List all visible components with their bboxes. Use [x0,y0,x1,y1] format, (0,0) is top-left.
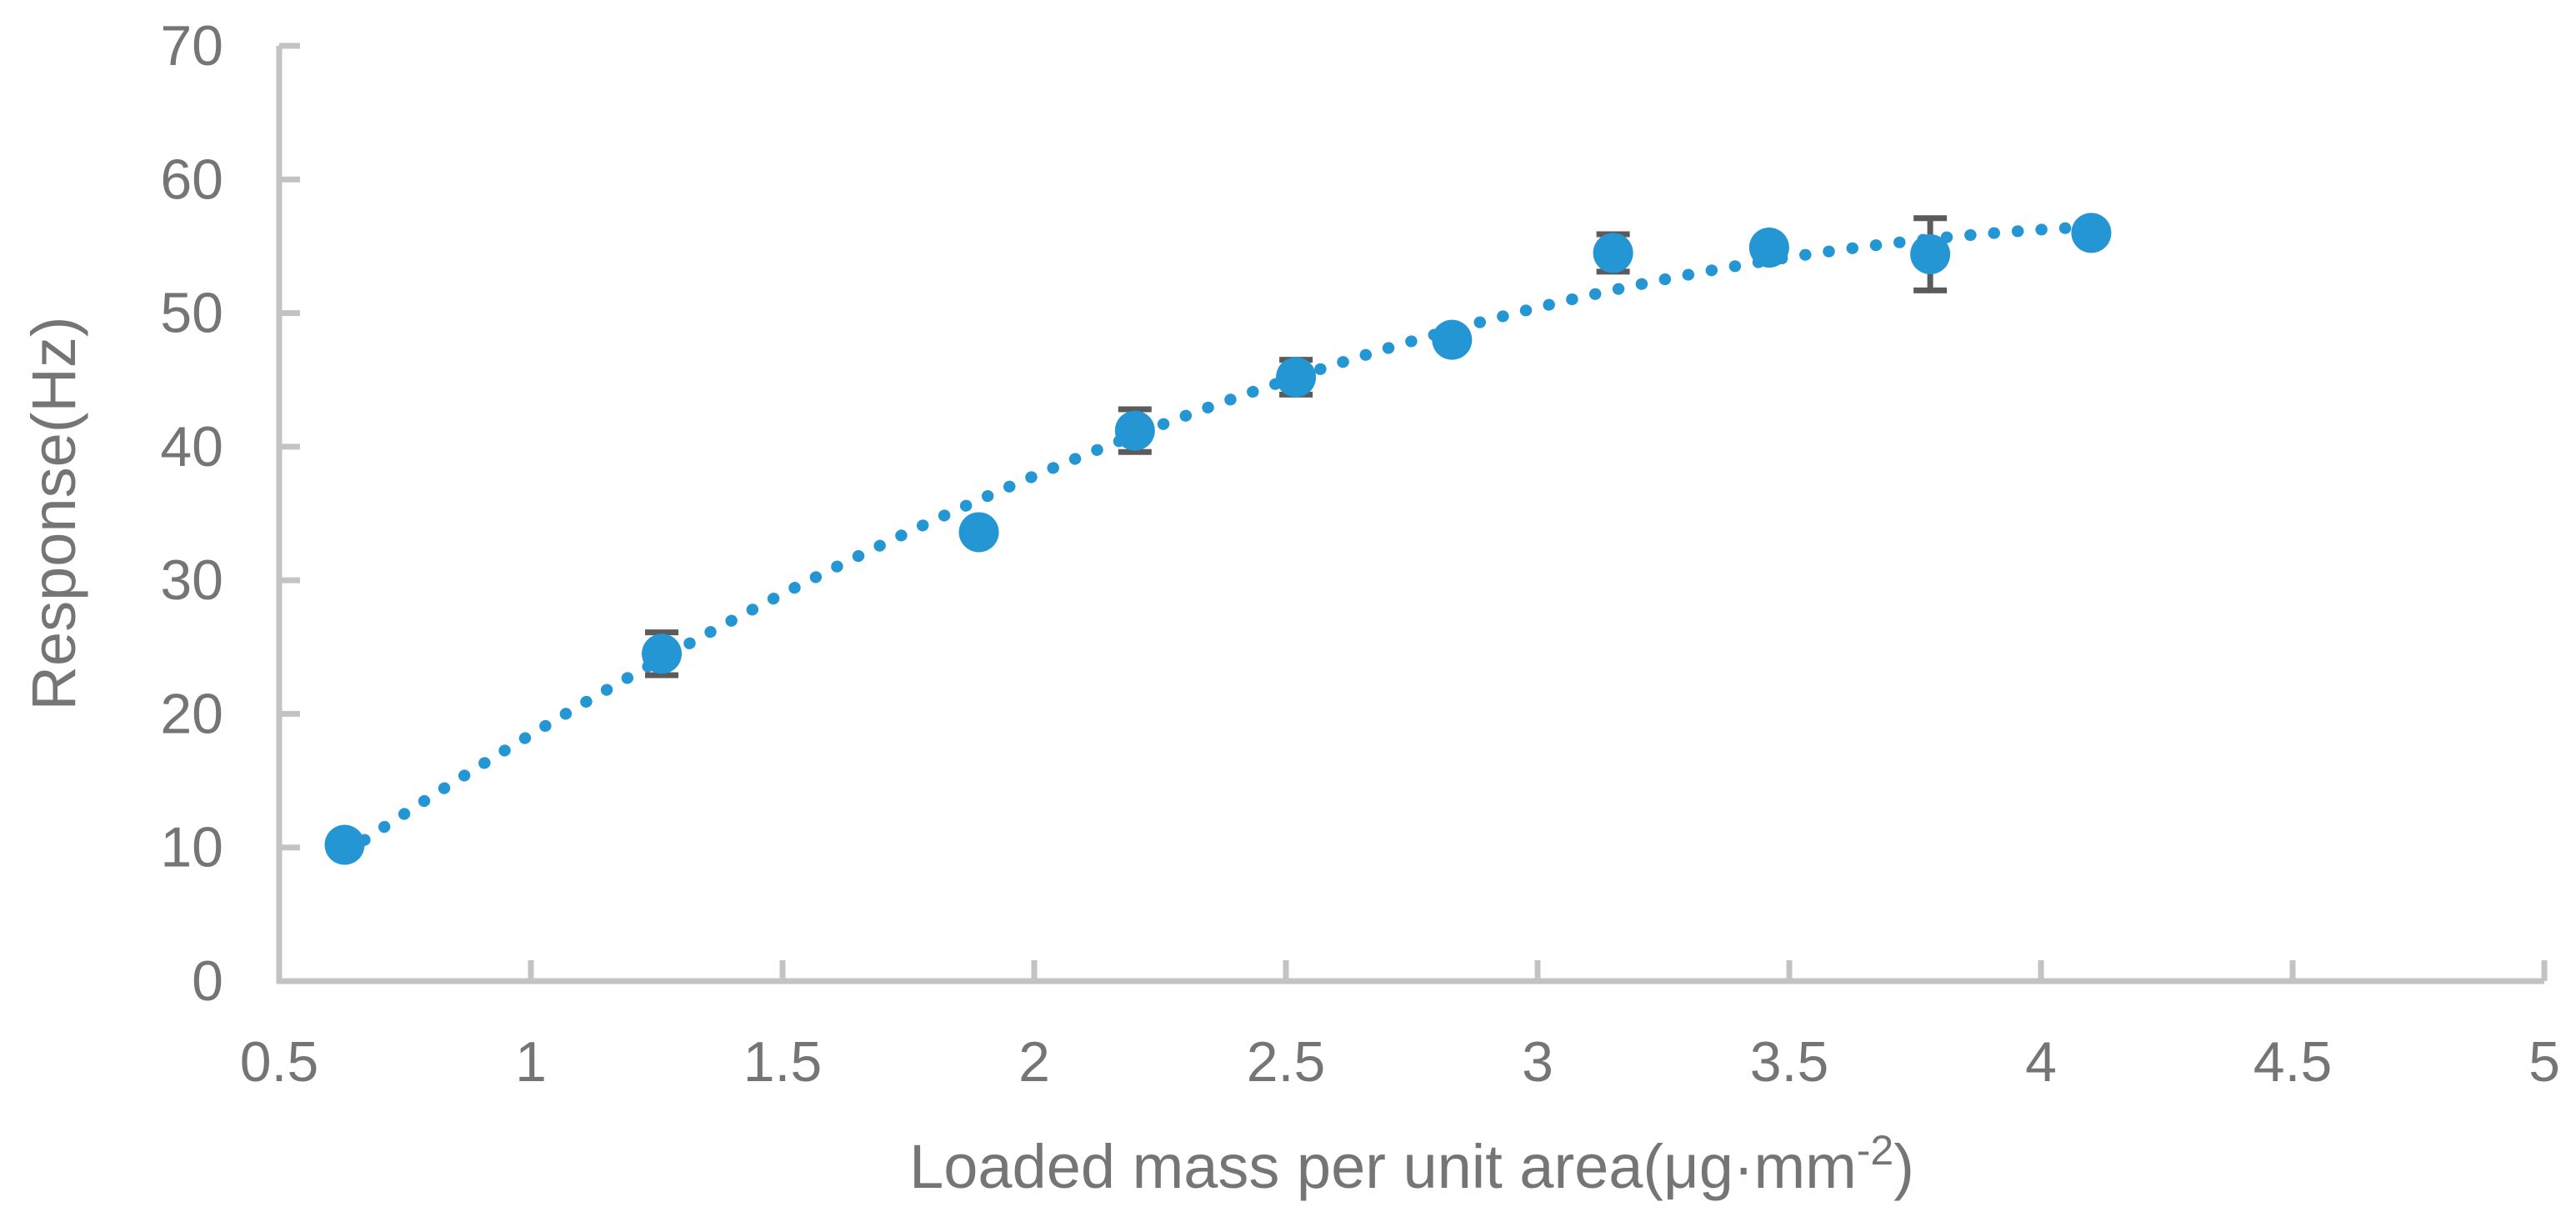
x-tick-label: 4.5 [2253,1030,2333,1094]
error-bars [645,215,1948,679]
x-tick-label: 4 [2025,1030,2057,1094]
data-point-9 [1910,234,1951,275]
data-point-8 [1748,228,1789,268]
plot-area: 0 10 20 30 40 50 60 70 0.5 1 1.5 2 2.5 3 3.5 4 4.5 5 [160,14,2560,1094]
x-tick-label: 1 [515,1030,547,1094]
axis-lines [276,46,2544,984]
x-tick-label: 1.5 [743,1030,823,1094]
data-point-10 [2071,213,2112,253]
y-tick-label: 20 [160,682,223,745]
x-axis-title: Loaded mass per unit area(μg·mm-2) [909,1127,1914,1201]
x-tick-label: 3.5 [1750,1030,1829,1094]
data-point-5 [1276,357,1317,398]
data-point-4 [1114,410,1155,451]
x-axis-title-superscript: -2 [1857,1127,1893,1174]
data-point-6 [1432,319,1473,360]
x-axis-title-close-paren: ) [1893,1132,1914,1201]
data-point-1 [324,824,365,865]
data-point-7 [1593,233,1633,273]
trendline-path [338,221,2098,859]
trendline [338,221,2098,859]
y-tick-label: 0 [192,949,223,1013]
data-points [324,213,2112,865]
x-tick-label: 5 [2528,1030,2560,1094]
y-tick-label: 10 [160,816,223,879]
y-tick-label: 30 [160,548,223,612]
x-tick-label: 2.5 [1247,1030,1326,1094]
x-tick-label: 0.5 [240,1030,319,1094]
y-tick-label: 50 [160,282,223,345]
data-point-3 [958,512,999,553]
axes: 0 10 20 30 40 50 60 70 0.5 1 1.5 2 2.5 3 3.5 4 4.5 5 [160,14,2560,1094]
y-tick-label: 70 [160,14,223,78]
x-tick-label: 3 [1522,1030,1553,1094]
y-tick-label: 60 [160,148,223,211]
x-axis-title-main: Loaded mass per unit area(μg·mm [909,1132,1857,1201]
y-tick-label: 40 [160,415,223,478]
y-axis-title: Response(Hz) [19,317,88,711]
data-point-2 [642,634,683,674]
x-tick-label: 2 [1018,1030,1050,1094]
